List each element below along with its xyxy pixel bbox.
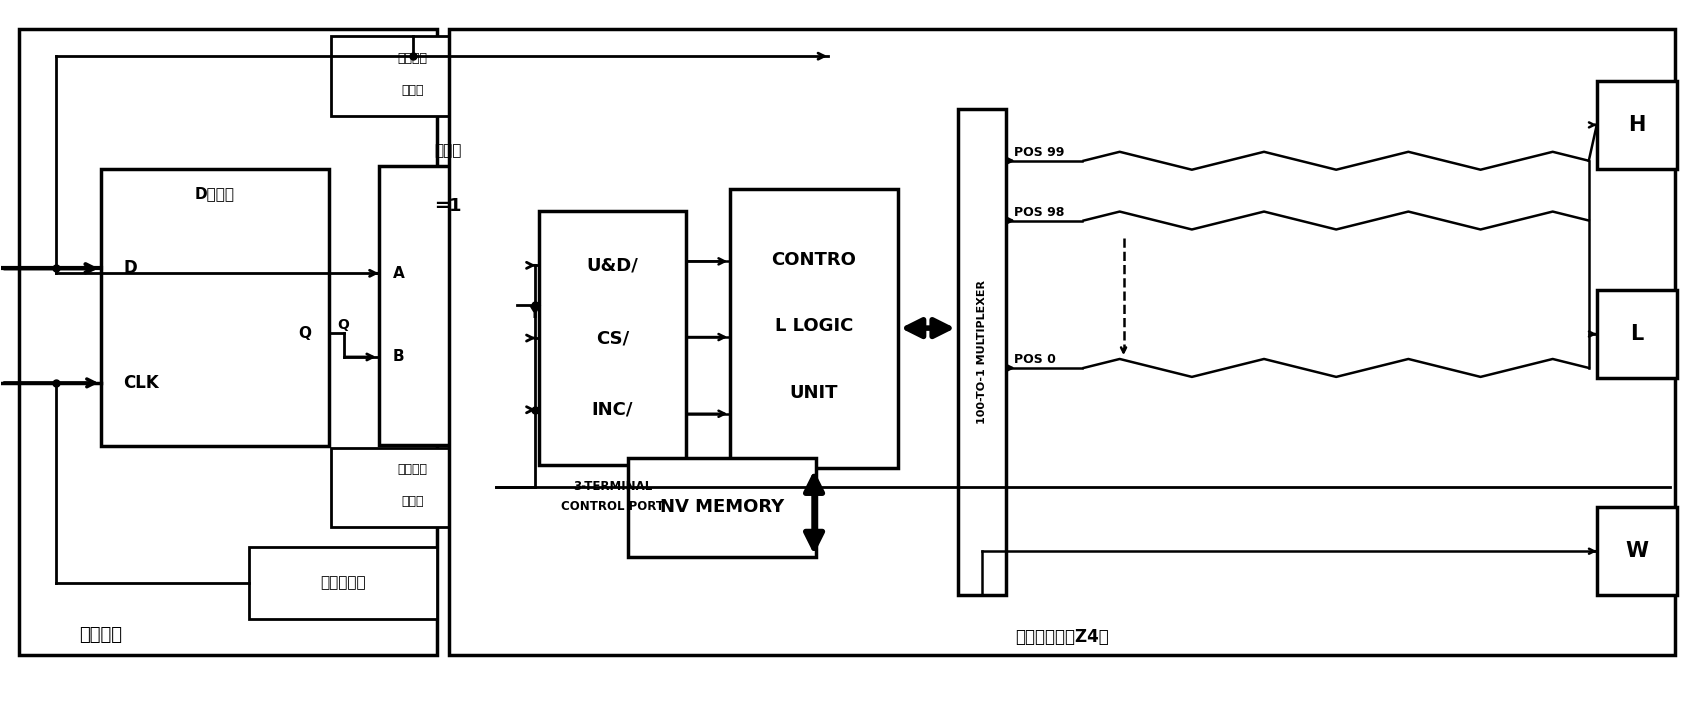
Text: 可变电阻器（Z4）: 可变电阻器（Z4） <box>1015 628 1108 646</box>
Text: Q: Q <box>336 318 348 332</box>
Bar <box>957 109 1006 595</box>
Text: H: H <box>1627 115 1646 135</box>
Text: D触发器: D触发器 <box>195 186 236 201</box>
Text: W: W <box>1626 541 1648 561</box>
Text: POS 0: POS 0 <box>1013 354 1056 366</box>
Bar <box>628 458 816 557</box>
Text: L: L <box>1631 324 1643 344</box>
Bar <box>102 169 329 446</box>
Text: 异或门: 异或门 <box>434 143 462 158</box>
Text: U&D/: U&D/ <box>587 257 638 274</box>
Text: A: A <box>392 266 404 280</box>
Text: 转换器: 转换器 <box>402 84 424 96</box>
Text: CONTRO: CONTRO <box>772 252 857 269</box>
Text: D: D <box>124 259 137 277</box>
Bar <box>1597 290 1677 378</box>
Bar <box>378 166 516 444</box>
Text: 主控制器: 主控制器 <box>80 626 122 644</box>
Bar <box>249 547 436 619</box>
Bar <box>1597 508 1677 595</box>
Bar <box>331 37 496 116</box>
Text: INC/: INC/ <box>592 401 633 419</box>
Text: 变换电平: 变换电平 <box>397 463 428 476</box>
Bar <box>331 448 496 527</box>
Text: POS 99: POS 99 <box>1013 146 1064 160</box>
Text: Y: Y <box>528 304 541 322</box>
Text: 转换器: 转换器 <box>402 495 424 508</box>
Bar <box>19 30 436 654</box>
Bar <box>730 188 898 467</box>
Text: =1: =1 <box>434 197 462 214</box>
Text: 方波发生器: 方波发生器 <box>321 576 365 591</box>
Text: CONTROL PORT: CONTROL PORT <box>562 500 664 513</box>
Text: L LOGIC: L LOGIC <box>776 317 854 335</box>
Text: Q: Q <box>299 325 311 340</box>
Text: 100-TO-1 MULTIPLEXER: 100-TO-1 MULTIPLEXER <box>977 280 986 424</box>
Text: CS/: CS/ <box>596 329 630 347</box>
Bar <box>448 30 1675 654</box>
Bar <box>538 211 686 465</box>
Text: UNIT: UNIT <box>789 384 838 402</box>
Text: POS 98: POS 98 <box>1013 206 1064 219</box>
Text: 3-TERMINAL: 3-TERMINAL <box>574 480 652 493</box>
Text: 变换电平: 变换电平 <box>397 51 428 65</box>
Text: NV MEMORY: NV MEMORY <box>660 498 784 517</box>
Text: CLK: CLK <box>124 374 160 392</box>
Bar <box>1597 81 1677 169</box>
Text: B: B <box>392 349 404 364</box>
